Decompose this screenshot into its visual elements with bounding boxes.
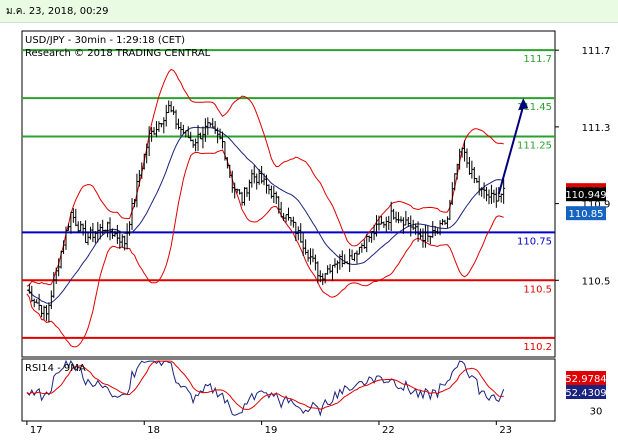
price-tick-label-3: 110.5 xyxy=(582,276,611,287)
level-label-2: 111.25 xyxy=(517,140,552,151)
forecast-arrow-head xyxy=(518,98,529,111)
price-bar xyxy=(502,178,506,204)
date-tick-label-4: 23 xyxy=(499,425,512,436)
date-tick-label-3: 22 xyxy=(382,425,395,436)
bollinger-upper-line xyxy=(26,68,504,287)
price-tick-label-0: 111.7 xyxy=(582,46,611,57)
forecast-arrow-line xyxy=(497,105,525,195)
rsi-label: RSI14 - 9MA xyxy=(25,363,86,374)
level-label-0: 111.7 xyxy=(523,54,552,65)
top-bar: ม.ค. 23, 2018, 00:29 xyxy=(0,0,618,23)
price-badge-label-2: 110.85 xyxy=(569,209,604,220)
date-tick-label-2: 19 xyxy=(265,425,278,436)
date-time-label: ม.ค. 23, 2018, 00:29 xyxy=(6,6,109,17)
rsi-tick-label-0: 30 xyxy=(590,407,603,418)
price-badge-1 xyxy=(566,187,606,202)
rsi-badge-0 xyxy=(566,371,606,385)
rsi-panel xyxy=(21,358,556,422)
rsi-badge-label-0: 52.9784 xyxy=(565,374,606,385)
rsi-badge-1 xyxy=(566,385,606,399)
price-tick-label-2: 110.9 xyxy=(582,200,611,211)
level-label-1: 111.45 xyxy=(517,102,552,113)
rsi-badge-label-1: 52.4309 xyxy=(565,388,606,399)
price-badge-label-1: 110.949 xyxy=(565,190,606,201)
level-label-4: 110.5 xyxy=(523,284,552,295)
date-tick-label-0: 17 xyxy=(30,425,43,436)
price-badge-2 xyxy=(566,206,606,221)
level-label-3: 110.75 xyxy=(517,236,552,247)
bollinger-lower-line xyxy=(26,149,504,348)
moving-average-line xyxy=(26,126,504,304)
rsi-line xyxy=(26,359,505,417)
rsi-ma-line xyxy=(26,360,504,410)
date-tick-label-1: 18 xyxy=(147,425,160,436)
price-tick-label-1: 111.3 xyxy=(582,123,611,134)
chart-subtitle: Research © 2018 TRADING CENTRAL xyxy=(25,48,211,59)
level-label-5: 110.2 xyxy=(523,342,552,353)
chart-title: USD/JPY - 30min - 1:29:18 (CET) xyxy=(25,35,185,46)
